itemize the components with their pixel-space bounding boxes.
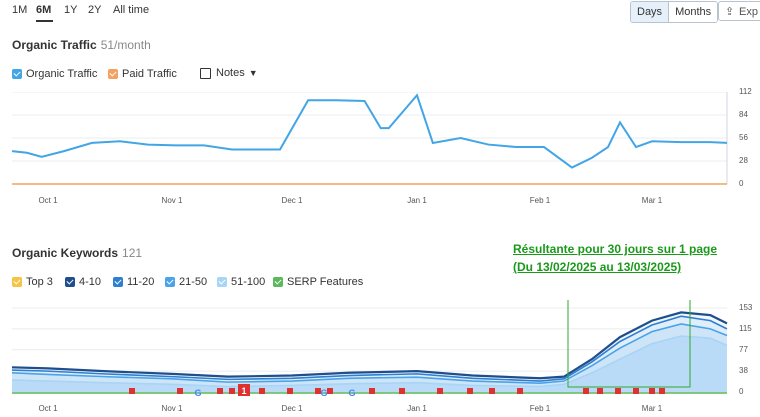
keywords-line-21-50 — [11, 323, 728, 385]
traffic-count: 51/month — [100, 38, 151, 52]
event-flag-icon — [583, 388, 589, 394]
checkbox-icon — [12, 69, 22, 79]
notes-icon — [200, 67, 211, 79]
keywords-y-tick: 153 — [739, 303, 753, 312]
keywords-area-51-100 — [12, 336, 727, 392]
keywords-x-tick: Jan 1 — [407, 404, 427, 413]
traffic-title: Organic Traffic 51/month — [12, 38, 151, 52]
keywords-y-tick: 115 — [739, 323, 752, 333]
checkbox-icon — [108, 69, 118, 79]
checkbox-icon — [273, 277, 283, 287]
event-flag-icon — [129, 388, 135, 394]
organic-traffic-line — [11, 93, 728, 169]
google-update-icon: G — [194, 388, 201, 398]
annotation-text: Résultante pour 30 jours sur 1 page (Du … — [513, 242, 718, 274]
range-2y[interactable]: 2Y — [88, 4, 102, 16]
checkbox-icon — [65, 277, 75, 287]
keywords-x-tick: Dec 1 — [281, 404, 303, 413]
range-1m[interactable]: 1M — [12, 4, 28, 16]
traffic-x-tick: Mar 1 — [641, 196, 663, 205]
keywords-x-tick: Mar 1 — [641, 404, 663, 413]
traffic-x-tick: Jan 1 — [407, 196, 427, 205]
event-flag-icon — [327, 388, 333, 394]
google-update-icon: G — [320, 388, 327, 398]
legend-organic-traffic[interactable]: Organic Traffic — [12, 68, 97, 80]
keywords-y-tick: 38 — [739, 366, 748, 376]
event-flag-icon — [615, 388, 621, 394]
event-flag-icon — [259, 388, 265, 394]
event-flag-icon — [399, 388, 405, 394]
checkbox-icon — [12, 277, 22, 287]
event-flag-icon — [217, 388, 223, 394]
keywords-line-4-10 — [11, 311, 728, 380]
event-flag-icon — [659, 388, 665, 394]
legend-top-3[interactable]: Top 3 — [12, 276, 53, 288]
event-flag-icon — [597, 388, 603, 394]
legend-4-10[interactable]: 4-10 — [65, 276, 101, 288]
legend-serp-features[interactable]: SERP Features — [273, 276, 363, 288]
keywords-y-tick: 77 — [739, 344, 748, 354]
export-label: Exp — [739, 6, 758, 18]
event-badge-count: 1 — [241, 386, 246, 396]
months-button[interactable]: Months — [669, 2, 718, 22]
range-active-indicator — [36, 20, 53, 22]
traffic-x-tick: Dec 1 — [281, 196, 303, 205]
traffic-y-tick: 0 — [739, 179, 744, 188]
legend-21-50[interactable]: 21-50 — [165, 276, 207, 288]
traffic-x-tick: Oct 1 — [38, 196, 58, 205]
days-button[interactable]: Days — [631, 2, 670, 22]
checkbox-icon — [217, 277, 227, 287]
export-icon: ⇪ — [725, 6, 735, 18]
keywords-line-11-20 — [11, 315, 728, 382]
event-flag-icon — [369, 388, 375, 394]
notes-dropdown[interactable]: Notes ▼ — [200, 67, 258, 79]
legend-paid-traffic[interactable]: Paid Traffic — [108, 68, 177, 80]
event-flag-icon — [287, 388, 293, 394]
event-flag-icon — [649, 388, 655, 394]
export-button[interactable]: ⇪ Exp — [718, 1, 760, 21]
range-1y[interactable]: 1Y — [64, 4, 78, 16]
checkbox-icon — [113, 277, 123, 287]
event-badge — [238, 384, 250, 396]
granularity-toggle: Days Months — [630, 1, 719, 23]
event-flag-icon — [315, 388, 321, 394]
traffic-y-tick: 84 — [739, 110, 748, 119]
traffic-chart — [11, 92, 728, 185]
traffic-y-tick: 56 — [739, 133, 748, 142]
event-flag-icon — [517, 388, 523, 394]
event-flag-icon — [489, 388, 495, 394]
event-flag-icon — [467, 388, 473, 394]
keywords-line-51-100 — [11, 335, 728, 388]
traffic-x-tick: Nov 1 — [161, 196, 183, 205]
range-all-time[interactable]: All time — [113, 4, 150, 16]
keywords-count: 121 — [122, 246, 143, 260]
traffic-x-tick: Feb 1 — [529, 196, 551, 205]
google-update-icon: G — [348, 388, 355, 398]
keywords-chart: G G G 1 — [11, 300, 728, 398]
keywords-x-tick: Oct 1 — [38, 404, 58, 413]
traffic-y-tick: 112 — [739, 87, 752, 96]
event-flag-icon — [633, 388, 639, 394]
event-flag-icon — [177, 388, 183, 394]
keywords-x-tick: Nov 1 — [161, 404, 183, 413]
event-flag-icon — [437, 388, 443, 394]
range-6m[interactable]: 6M — [36, 4, 52, 16]
keywords-title: Organic Keywords 121 — [12, 246, 143, 260]
event-flag-icon — [229, 388, 235, 394]
chevron-down-icon: ▼ — [248, 68, 258, 78]
highlight-box — [567, 300, 691, 388]
traffic-y-tick: 28 — [739, 156, 748, 165]
keywords-x-tick: Feb 1 — [529, 404, 551, 413]
legend-51-100[interactable]: 51-100 — [217, 276, 265, 288]
legend-11-20[interactable]: 11-20 — [113, 276, 154, 288]
keywords-y-tick: 0 — [739, 387, 744, 396]
checkbox-icon — [165, 277, 175, 287]
